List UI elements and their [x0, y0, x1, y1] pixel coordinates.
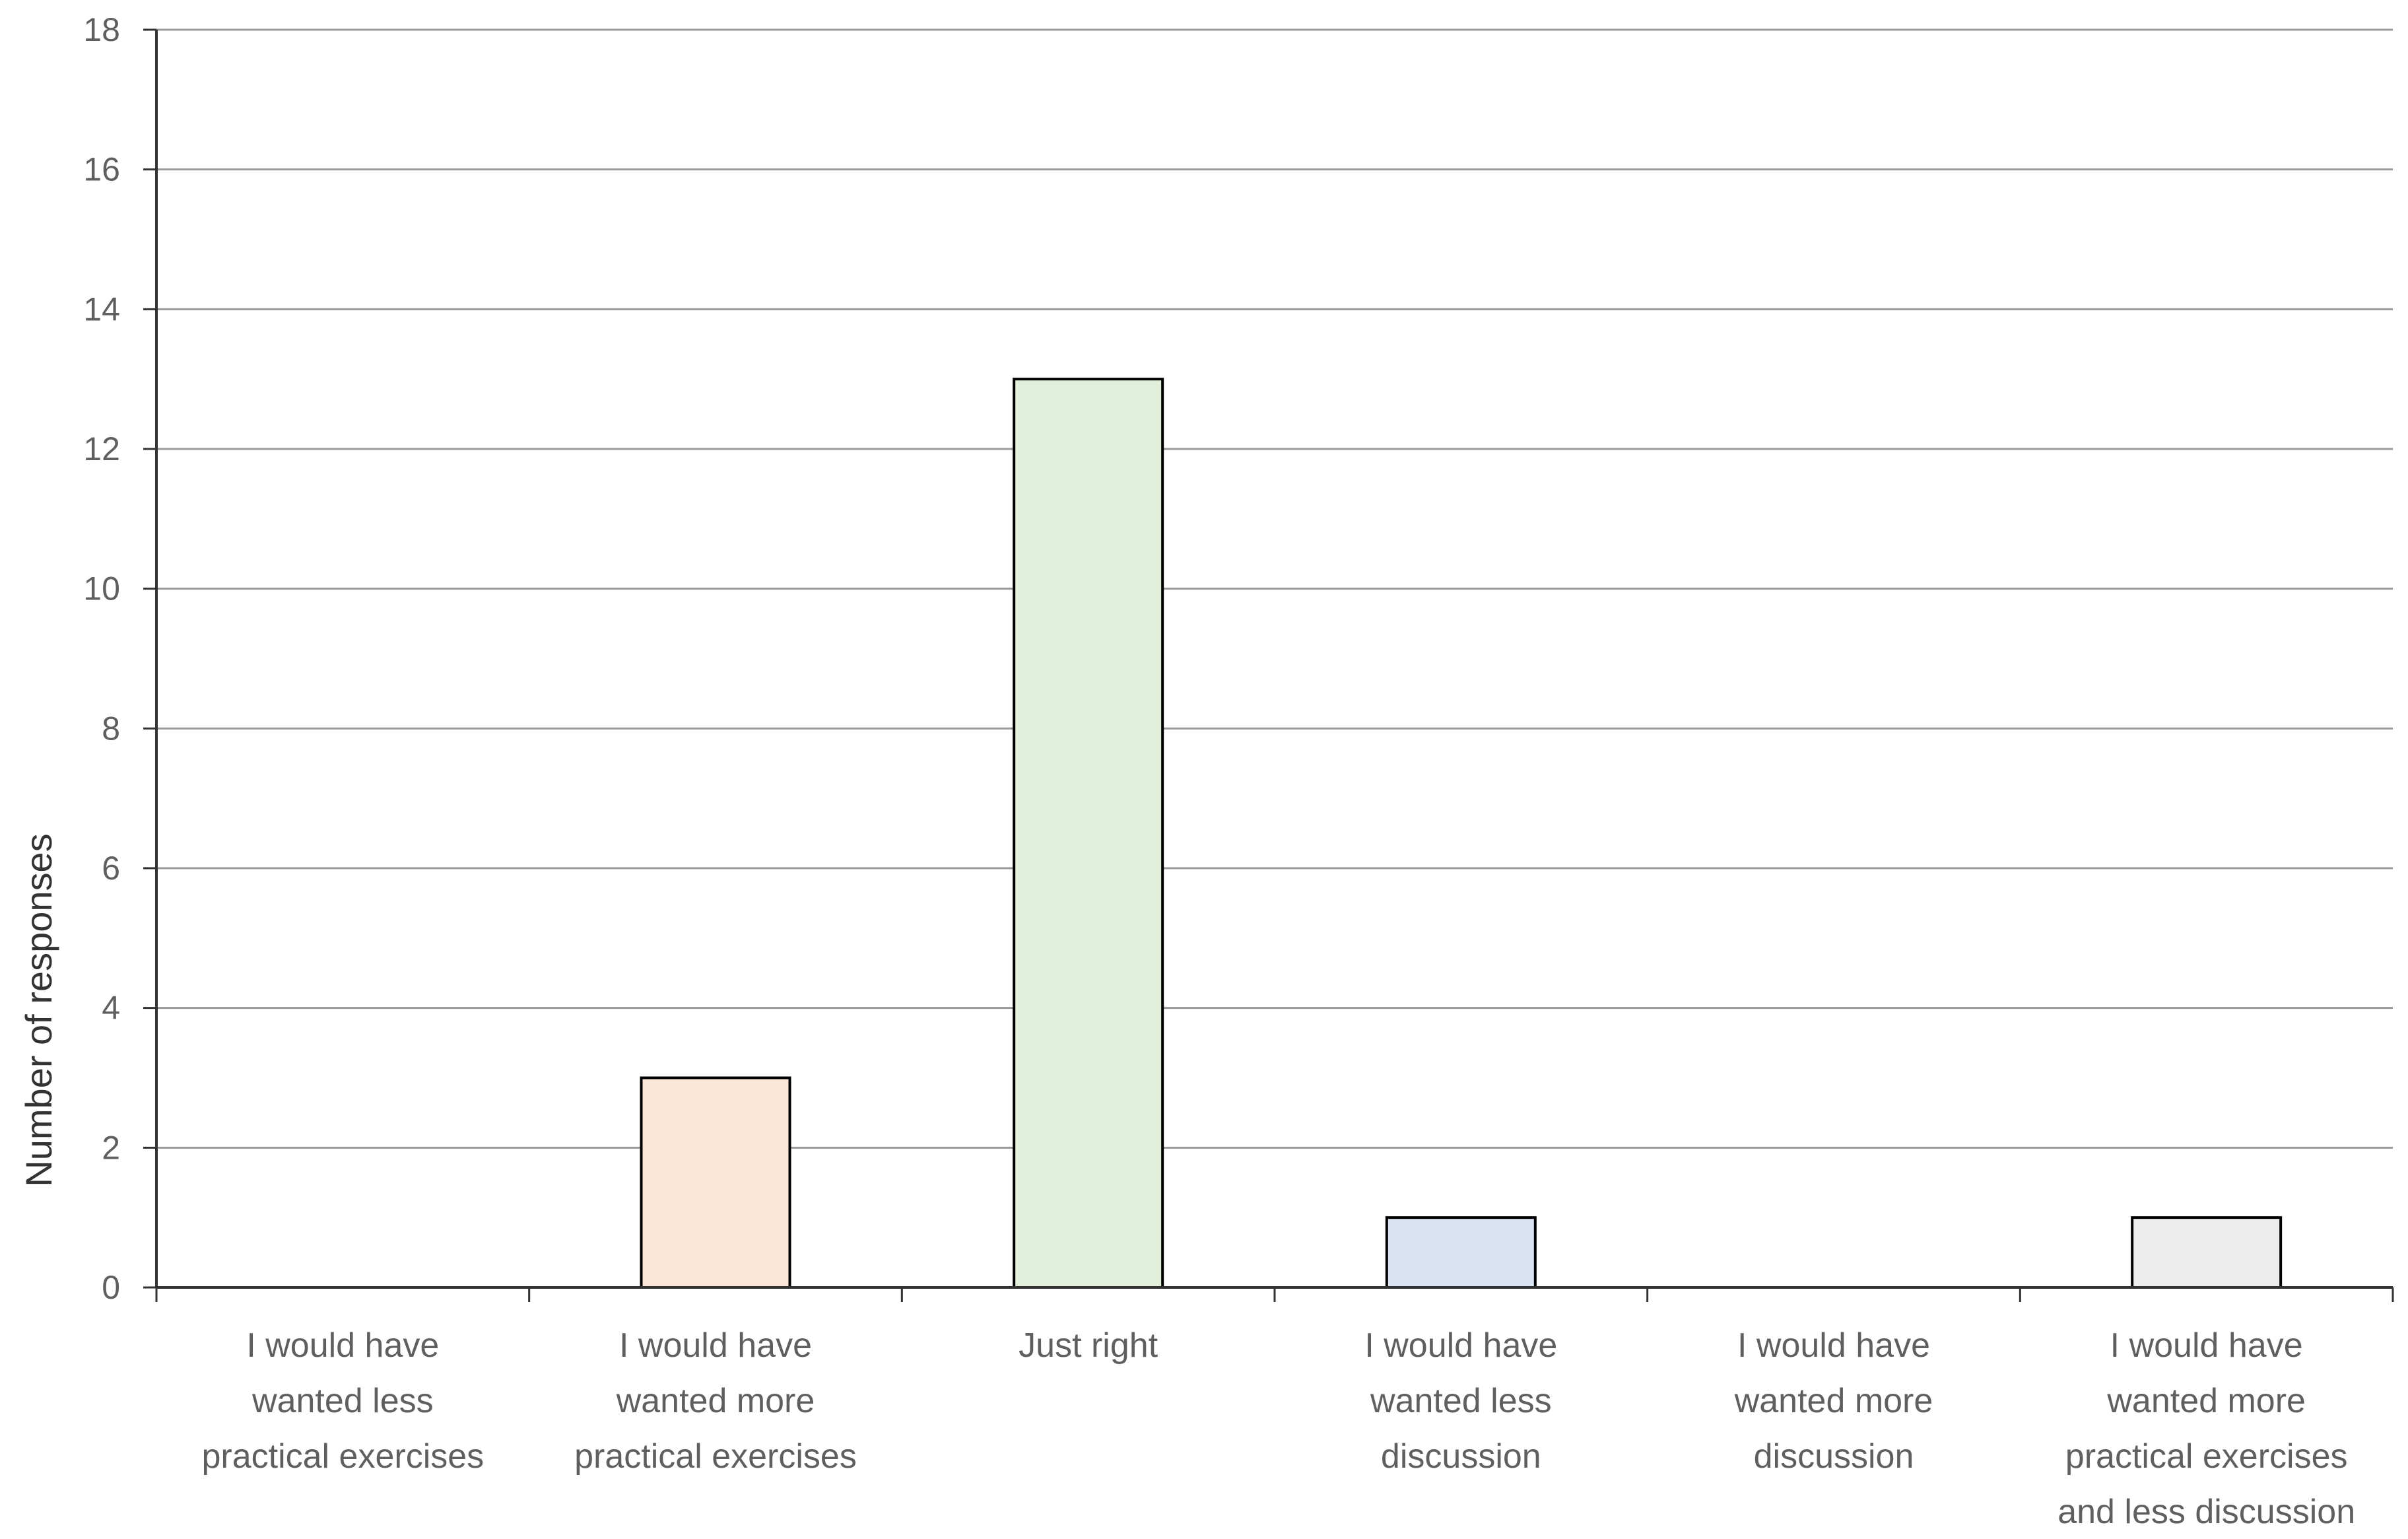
y-tick-label: 16: [83, 151, 120, 188]
x-category-label: I would have wanted more practical exercis…: [2057, 1326, 2355, 1531]
x-category-label-line: discussion: [1754, 1437, 1914, 1476]
x-category-label-line: wanted more: [2106, 1382, 2306, 1420]
bar-5: [2131, 1216, 2283, 1289]
bar-3: [1385, 1216, 1537, 1289]
y-tick-label: 8: [102, 710, 120, 747]
x-category-label-line: I would have: [619, 1326, 812, 1365]
x-category-label-line: I would have: [246, 1326, 439, 1365]
y-tick-label: 14: [83, 291, 120, 327]
y-tick-label: 2: [102, 1129, 120, 1166]
x-category-label: I would have wanted less discussion: [1364, 1326, 1557, 1476]
bars: [640, 378, 2283, 1289]
bar-2: [1013, 378, 1164, 1289]
x-category-label: Just right: [1019, 1326, 1158, 1365]
x-category-label-line: discussion: [1381, 1437, 1541, 1476]
y-tick-label: 18: [83, 11, 120, 48]
y-tick-label: 4: [102, 990, 120, 1027]
gridlines: [156, 28, 2393, 1149]
x-category-label-line: Just right: [1019, 1326, 1158, 1365]
x-category-label: I would have wanted less practical exercis…: [201, 1326, 484, 1476]
x-category-label: I would have wanted more discussion: [1734, 1326, 1933, 1476]
y-axis-title: Number of responses: [18, 833, 59, 1186]
x-category-label-line: I would have: [2110, 1326, 2303, 1365]
x-category-label-line: practical exercises: [574, 1437, 857, 1476]
y-tick-label: 12: [83, 430, 120, 467]
x-category-label-line: wanted less: [251, 1382, 434, 1420]
x-category-label-line: practical exercises: [201, 1437, 484, 1476]
y-tick-label: 6: [102, 850, 120, 887]
y-tick-label: 0: [102, 1269, 120, 1306]
y-tick-labels: 0 2 4 6 8 10 12 14 16 18: [83, 11, 120, 1306]
bar-1: [640, 1076, 791, 1289]
x-category-label-line: I would have: [1737, 1326, 1930, 1365]
x-category-label-line: wanted more: [616, 1382, 815, 1420]
x-category-label-line: I would have: [1364, 1326, 1557, 1365]
x-category-labels: I would have wanted less practical exercis…: [201, 1326, 2355, 1531]
y-tick-label: 10: [83, 570, 120, 607]
x-category-label-line: wanted less: [1370, 1382, 1552, 1420]
axes: [143, 28, 2394, 1302]
x-category-label-line: practical exercises: [2065, 1437, 2348, 1476]
x-category-label-line: and less discussion: [2057, 1493, 2355, 1531]
x-category-label-line: wanted more: [1734, 1382, 1933, 1420]
x-category-label: I would have wanted more practical exercis…: [574, 1326, 857, 1476]
